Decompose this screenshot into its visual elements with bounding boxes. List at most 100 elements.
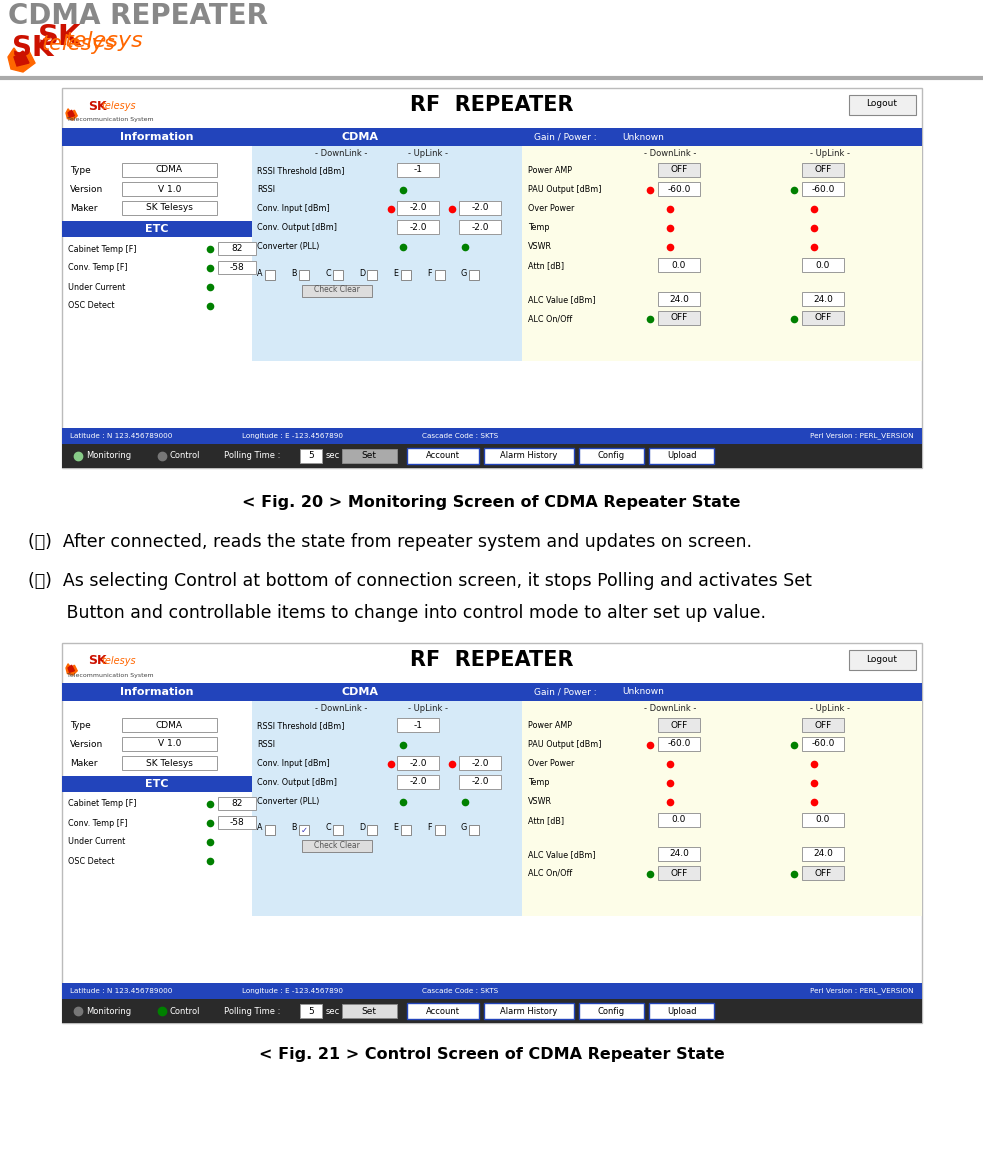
- Bar: [802, 182, 844, 196]
- Text: < Fig. 20 > Monitoring Screen of CDMA Repeater State: < Fig. 20 > Monitoring Screen of CDMA Re…: [242, 494, 741, 509]
- Text: Temp: Temp: [528, 779, 549, 787]
- Polygon shape: [66, 109, 78, 120]
- Text: E: E: [393, 268, 398, 278]
- Bar: [342, 449, 397, 463]
- Bar: [333, 826, 343, 835]
- Bar: [397, 719, 439, 731]
- Text: OFF: OFF: [670, 869, 688, 877]
- Text: OFF: OFF: [670, 166, 688, 174]
- Text: sec: sec: [326, 452, 340, 461]
- Text: Perl Version : PERL_VERSION: Perl Version : PERL_VERSION: [810, 433, 914, 440]
- FancyBboxPatch shape: [849, 95, 916, 115]
- Bar: [802, 292, 844, 306]
- Text: G: G: [461, 268, 467, 278]
- Text: -2.0: -2.0: [471, 203, 489, 213]
- Text: Unknown: Unknown: [622, 688, 664, 696]
- Text: SK: SK: [88, 100, 106, 113]
- Text: -58: -58: [230, 263, 245, 272]
- Bar: [122, 201, 217, 215]
- Bar: [218, 261, 256, 274]
- Text: C: C: [325, 268, 331, 278]
- Bar: [459, 220, 501, 234]
- Bar: [302, 285, 372, 298]
- Bar: [469, 826, 479, 835]
- Text: OSC Detect: OSC Detect: [68, 856, 114, 866]
- Text: ✓: ✓: [301, 826, 308, 835]
- Text: Logout: Logout: [866, 100, 897, 108]
- Bar: [302, 840, 372, 851]
- Text: telesys: telesys: [101, 656, 136, 666]
- Text: Config: Config: [598, 1007, 625, 1016]
- Bar: [802, 866, 844, 880]
- Text: 82: 82: [231, 799, 243, 808]
- Polygon shape: [66, 663, 78, 675]
- Bar: [658, 310, 700, 325]
- Bar: [122, 756, 217, 770]
- Bar: [658, 258, 700, 272]
- Text: Version: Version: [70, 740, 103, 749]
- Bar: [397, 163, 439, 178]
- Bar: [579, 1003, 644, 1018]
- Text: B: B: [291, 823, 297, 833]
- Text: Gain / Power :: Gain / Power :: [534, 688, 597, 696]
- Text: Cabinet Temp [F]: Cabinet Temp [F]: [68, 245, 137, 254]
- Bar: [62, 776, 252, 791]
- Text: CDMA: CDMA: [341, 132, 378, 142]
- Text: - UpLink -: - UpLink -: [408, 704, 447, 713]
- Text: (６)  As selecting Control at bottom of connection screen, it stops Polling and a: (６) As selecting Control at bottom of co…: [28, 572, 812, 590]
- Text: B: B: [291, 268, 297, 278]
- Text: Maker: Maker: [70, 759, 97, 768]
- Bar: [62, 643, 922, 1023]
- Text: C: C: [325, 823, 331, 833]
- Bar: [658, 182, 700, 196]
- Bar: [658, 737, 700, 751]
- Text: Monitoring: Monitoring: [86, 1007, 131, 1016]
- Text: Gain / Power :: Gain / Power :: [534, 133, 597, 141]
- Text: A: A: [258, 823, 262, 833]
- Bar: [649, 448, 714, 465]
- Text: Over Power: Over Power: [528, 203, 574, 213]
- Text: E: E: [393, 823, 398, 833]
- Text: 5: 5: [308, 452, 314, 461]
- Text: -60.0: -60.0: [811, 740, 835, 748]
- Text: Conv. Temp [F]: Conv. Temp [F]: [68, 818, 128, 828]
- Text: Set: Set: [362, 1007, 376, 1016]
- Text: ALC On/Off: ALC On/Off: [528, 314, 572, 323]
- Text: -2.0: -2.0: [409, 222, 427, 232]
- Text: RF  REPEATER: RF REPEATER: [410, 650, 574, 670]
- Text: CDMA: CDMA: [341, 687, 378, 697]
- Text: Conv. Input [dBm]: Conv. Input [dBm]: [257, 759, 329, 768]
- Text: Check Clear: Check Clear: [314, 286, 360, 294]
- Text: -2.0: -2.0: [471, 222, 489, 232]
- Bar: [265, 270, 275, 280]
- Text: D: D: [359, 268, 365, 278]
- Text: Cascade Code : SKTS: Cascade Code : SKTS: [422, 433, 498, 439]
- Text: Unknown: Unknown: [622, 133, 664, 141]
- Text: Under Current: Under Current: [68, 282, 125, 292]
- Text: -2.0: -2.0: [409, 759, 427, 768]
- Text: -60.0: -60.0: [811, 185, 835, 194]
- Text: -1: -1: [414, 721, 423, 729]
- Text: Alarm History: Alarm History: [500, 452, 557, 461]
- Text: Conv. Temp [F]: Conv. Temp [F]: [68, 263, 128, 273]
- Text: - DownLink -: - DownLink -: [644, 149, 696, 158]
- Text: Account: Account: [426, 1007, 460, 1016]
- Text: Config: Config: [598, 452, 625, 461]
- Text: Under Current: Under Current: [68, 837, 125, 847]
- Text: RSSI: RSSI: [257, 185, 275, 194]
- Bar: [62, 445, 922, 468]
- Bar: [122, 719, 217, 731]
- Text: OSC Detect: OSC Detect: [68, 301, 114, 310]
- Text: Version: Version: [70, 185, 103, 194]
- Bar: [658, 292, 700, 306]
- Text: OFF: OFF: [814, 721, 832, 729]
- Bar: [401, 270, 411, 280]
- Bar: [333, 270, 343, 280]
- Bar: [62, 983, 922, 998]
- Text: - UpLink -: - UpLink -: [810, 704, 850, 713]
- Text: 24.0: 24.0: [813, 294, 833, 303]
- Bar: [367, 270, 377, 280]
- Text: A: A: [258, 268, 262, 278]
- Text: Power AMP: Power AMP: [528, 166, 572, 175]
- Text: ALC Value [dBm]: ALC Value [dBm]: [528, 850, 596, 858]
